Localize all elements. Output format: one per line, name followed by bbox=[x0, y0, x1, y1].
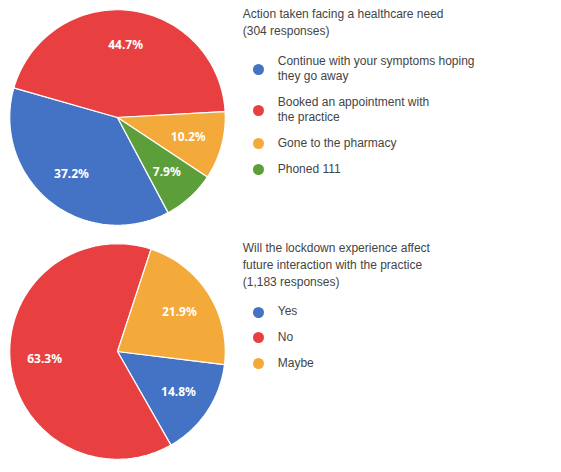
html-text:Booked an appointment with the: Booked an appointment with the practice bbox=[277, 94, 430, 125]
html-text:Yes: Yes bbox=[277, 304, 298, 319]
html-text:Maybe: Maybe bbox=[277, 355, 314, 370]
svg-text:63.3%: 63.3% bbox=[27, 350, 62, 367]
html-text:Continue with your symptoms ho: Continue with your symptoms hoping they … bbox=[277, 53, 475, 84]
svg-text:14.8%: 14.8% bbox=[161, 383, 196, 400]
svg-text:44.7%: 44.7% bbox=[108, 36, 143, 53]
html-text:No: No bbox=[277, 330, 294, 344]
html-text:Will the lockdown experience a: Will the lockdown experience affect futu… bbox=[242, 241, 430, 289]
html-text:Phoned 111: Phoned 111 bbox=[277, 161, 341, 176]
svg-text:10.2%: 10.2% bbox=[171, 128, 206, 145]
html-text:Action taken facing a healthca: Action taken facing a healthcare need (3… bbox=[242, 7, 444, 38]
svg-text:21.9%: 21.9% bbox=[162, 303, 197, 320]
svg-text:7.9%: 7.9% bbox=[153, 163, 181, 180]
svg-text:37.2%: 37.2% bbox=[54, 165, 89, 182]
html-text:Gone to the pharmacy: Gone to the pharmacy bbox=[277, 136, 397, 150]
